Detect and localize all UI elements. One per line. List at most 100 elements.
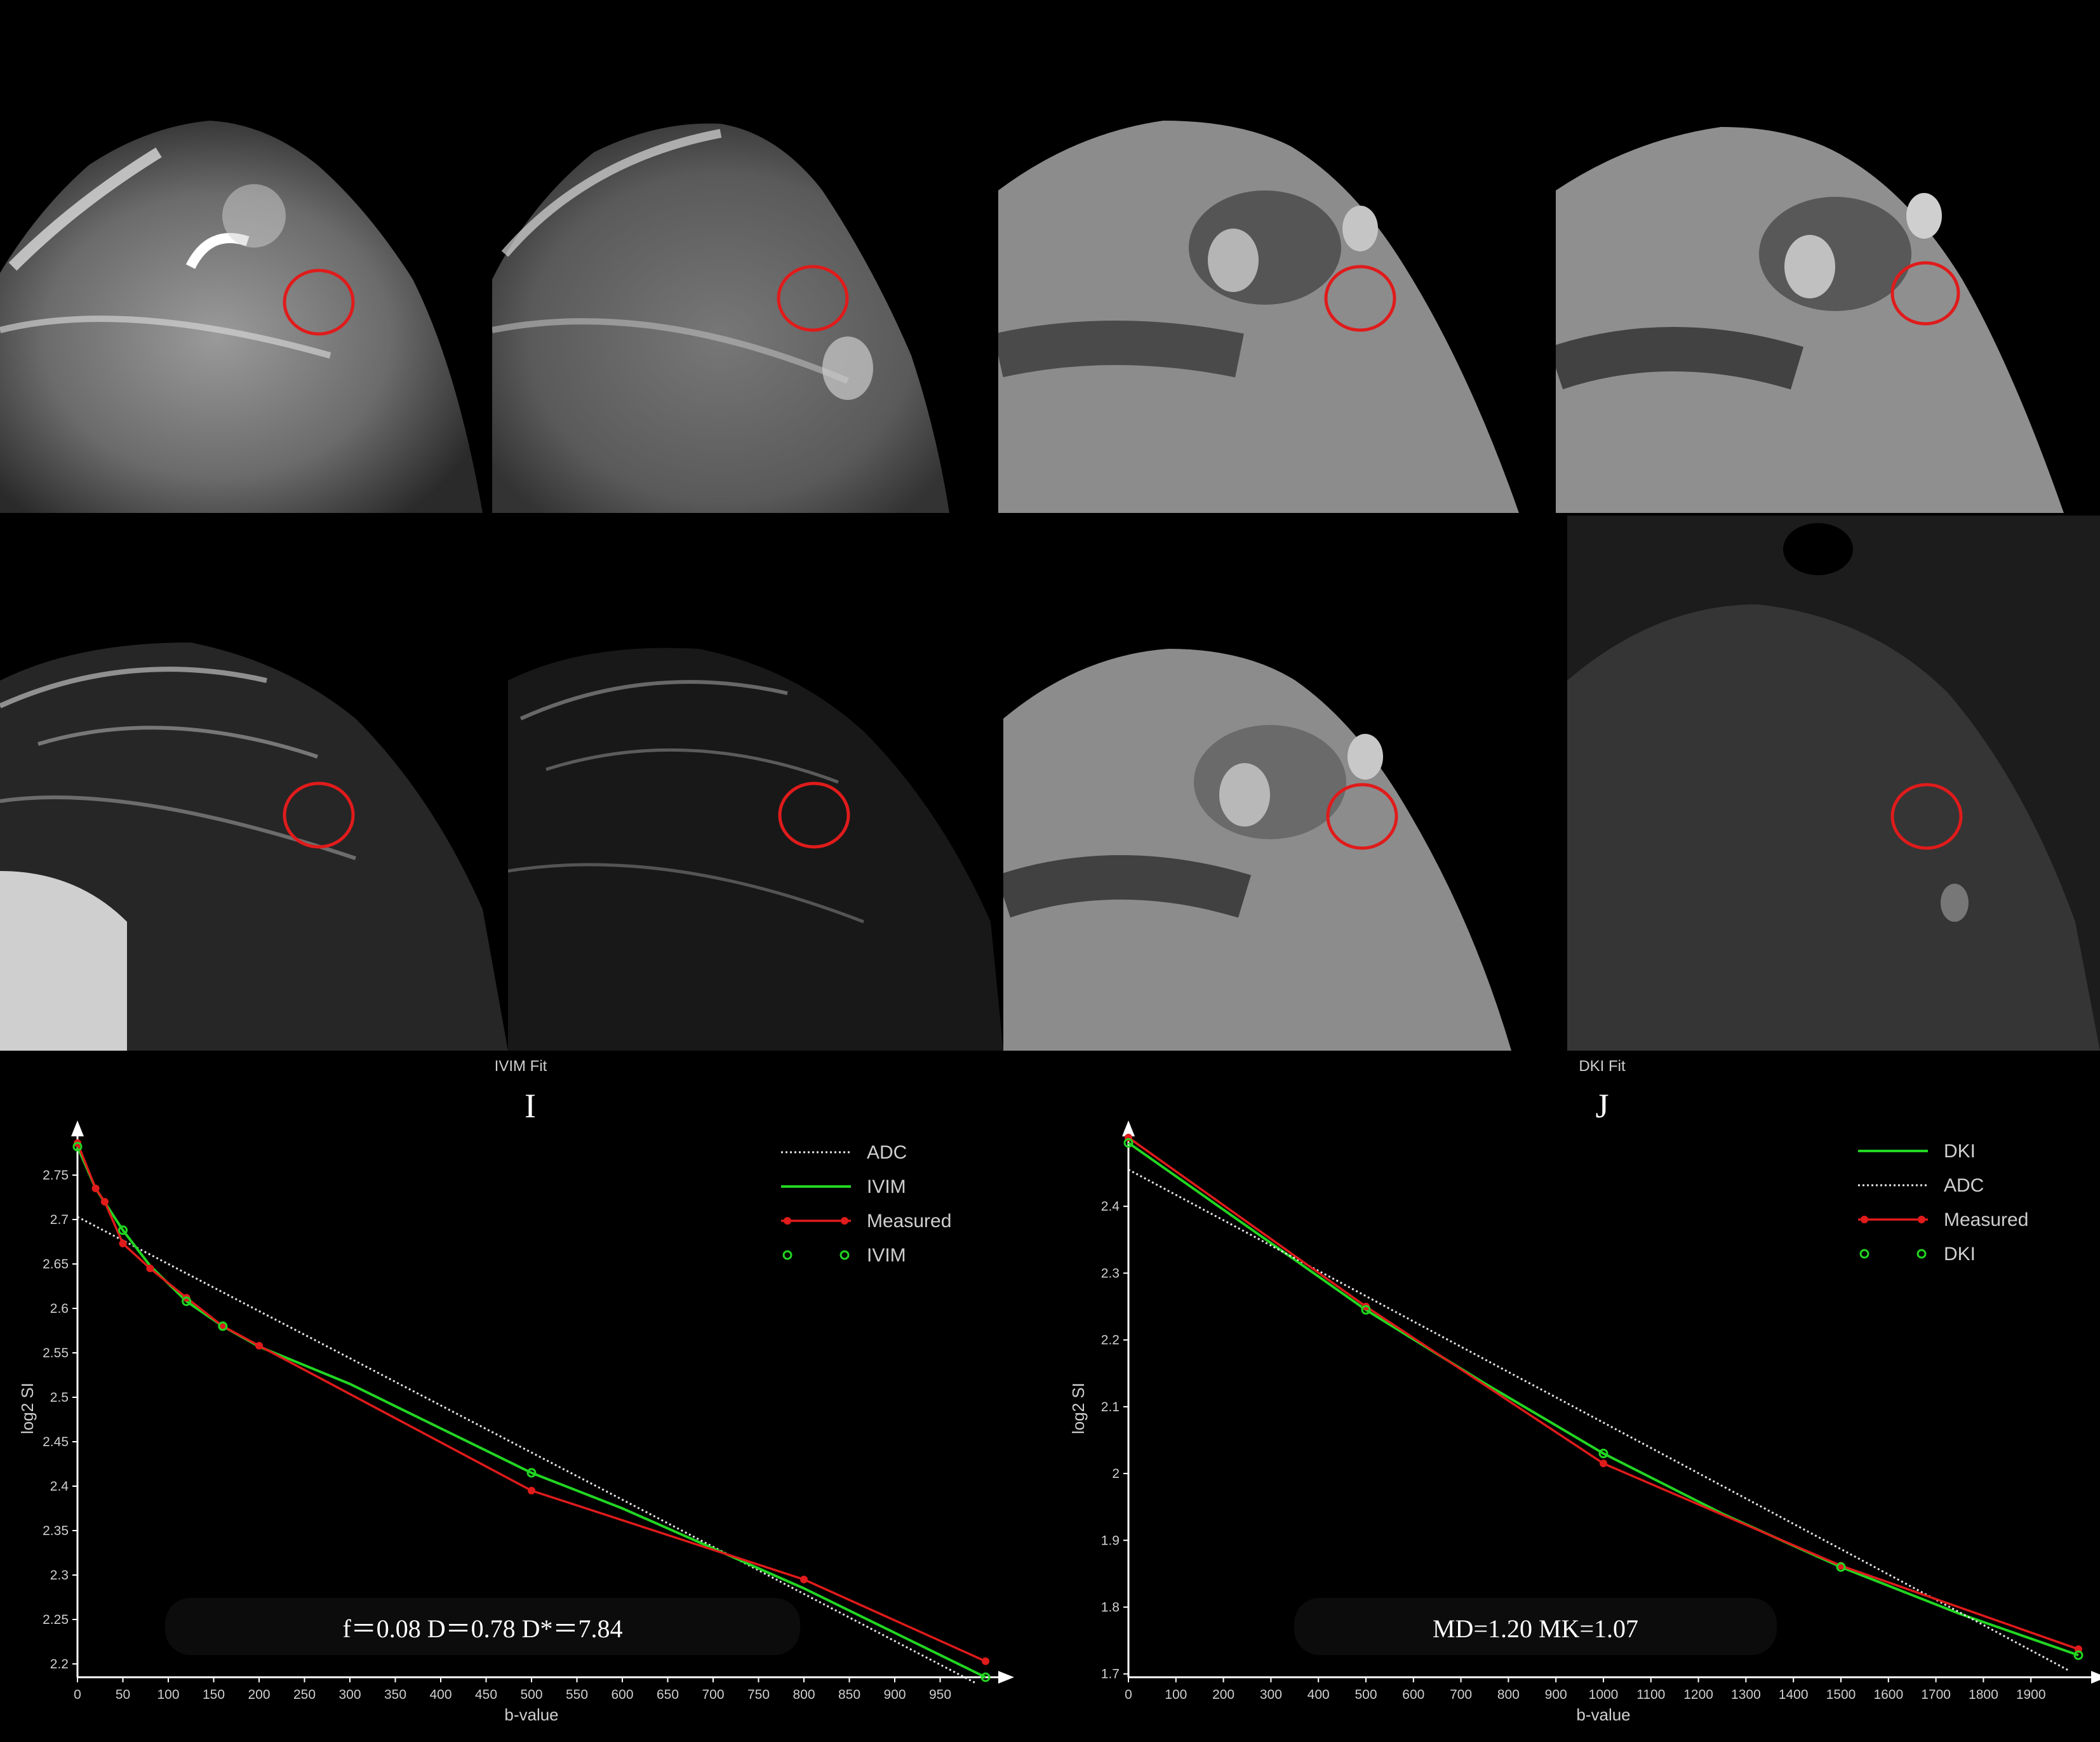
y-tick-label: 1.9 [1101,1533,1120,1548]
model-point [118,1225,128,1235]
x-tick-label: 400 [429,1687,451,1702]
x-tick-label: 900 [1545,1687,1567,1702]
panel-label-c: C [1240,19,1309,71]
panel-label-a: A [216,18,286,70]
model-point [1836,1562,1846,1572]
measured-point [119,1239,127,1247]
x-tick-label: 900 [883,1687,906,1702]
y-tick-label: 2.3 [1101,1266,1120,1280]
model-point [1598,1449,1608,1459]
model-point [980,1672,991,1682]
panel-label-g: G [1232,532,1302,584]
x-tick-label: 700 [702,1687,724,1702]
panel-c-image: C [998,0,1556,513]
y-tick-label: 2.45 [43,1435,69,1449]
fit-parameters-annotation: f＝0.08 D＝0.78 D*＝7.84 [342,1614,622,1643]
x-axis-arrow [2091,1671,2100,1684]
x-tick-label: 1700 [1921,1687,1951,1702]
y-tick-label: 1.8 [1101,1600,1120,1615]
x-tick-label: 800 [793,1687,815,1702]
x-tick-label: 500 [1354,1687,1377,1702]
roi-circle-d [1890,261,1960,326]
y-tick-label: 2.5 [50,1390,69,1405]
legend-label: DKI [1944,1244,1976,1265]
measured-point [1600,1459,1607,1468]
legend-label: IVIM [867,1176,906,1197]
panel-label-f: F [718,533,787,585]
panel-a-scan [0,121,483,513]
panel-g-scan [1003,649,1511,1051]
panel-label-h: H [1783,523,1853,575]
chart-ivim-fit: IVIM Fit I 0 50 100 150 200 250 300 350 400 450 500 5… [0,1051,1050,1742]
measured-point [91,1185,100,1192]
measured-point [800,1576,808,1583]
y-axis-arrow [1122,1120,1135,1136]
measured-point [255,1341,263,1350]
x-tick-label: 1500 [1826,1687,1856,1702]
y-tick-label: 1.7 [1101,1667,1120,1682]
y-tick-label: 2.35 [43,1524,69,1538]
x-tick-label: 0 [1125,1687,1132,1702]
panel-label: J [1595,1087,1608,1125]
legend-label: ADC [1944,1175,1984,1196]
model-point [526,1468,537,1478]
measured-point [528,1487,535,1494]
y-tick-label: 2.2 [50,1657,69,1672]
x-tick-label: 300 [1260,1687,1282,1702]
legend-label: IVIM [867,1245,906,1266]
roi-circle-e [283,781,355,849]
x-tick-label: 500 [520,1687,542,1702]
panel-c-scan [998,121,1519,513]
y-tick-label: 2.1 [1101,1400,1120,1414]
x-tick-label: 100 [1165,1687,1187,1702]
x-tick-label: 1600 [1873,1687,1903,1702]
x-tick-label: 1200 [1683,1687,1713,1702]
x-tick-label: 850 [838,1687,860,1702]
x-tick-label: 550 [566,1687,588,1702]
roi-circle-c [1324,265,1396,332]
panel-label: I [525,1087,536,1125]
y-tick-label: 2.7 [50,1213,69,1227]
model-point [218,1321,228,1331]
panel-label-e: E [210,529,279,582]
panel-label-b: B [740,14,810,66]
panel-h-scan [1567,515,2100,1051]
roi-circle-b [777,265,849,332]
panel-f-image: F [508,515,1003,1051]
annotation-box [1294,1598,1777,1655]
panel-b-scan [492,123,949,513]
legend-label: DKI [1944,1141,1976,1162]
x-tick-label: 600 [611,1687,633,1702]
x-tick-label: 250 [293,1687,316,1702]
panel-f-scan [508,648,1003,1051]
x-tick-label: 50 [116,1687,130,1702]
annotation-box [165,1598,800,1655]
model-point [2073,1650,2083,1660]
chart-title: IVIM Fit [495,1058,547,1075]
x-tick-label: 600 [1402,1687,1424,1702]
roi-circle-g [1326,783,1398,850]
x-tick-label: 1100 [1636,1687,1665,1702]
measured-point [982,1657,989,1665]
y-axis-label: log2 SI [1069,1383,1088,1434]
roi-circle-f [778,781,850,849]
x-tick-label: 1300 [1731,1687,1761,1702]
x-axis-label: b-value [1576,1705,1630,1724]
model-point [182,1296,192,1306]
legend-label: Measured [867,1211,951,1232]
x-tick-label: 100 [157,1687,179,1702]
legend-marker [784,1217,791,1225]
fit-parameters-annotation: MD=1.20 MK=1.07 [1433,1614,1638,1643]
y-tick-label: 2.75 [43,1168,69,1183]
x-tick-label: 200 [1212,1687,1234,1702]
legend-marker [1916,1249,1927,1259]
x-axis-label: b-value [504,1705,558,1724]
x-tick-label: 450 [475,1687,497,1702]
roi-circle-a [283,269,355,336]
panel-b-image: B [492,0,998,513]
x-tick-label: 750 [747,1687,770,1702]
model-point [72,1141,83,1152]
model-point [1361,1305,1371,1315]
chart-dki-fit: DKI Fit J 0 100 200 300 400 500 600 700 800 900 1000… [1050,1051,2100,1742]
x-tick-label: 650 [657,1687,679,1702]
